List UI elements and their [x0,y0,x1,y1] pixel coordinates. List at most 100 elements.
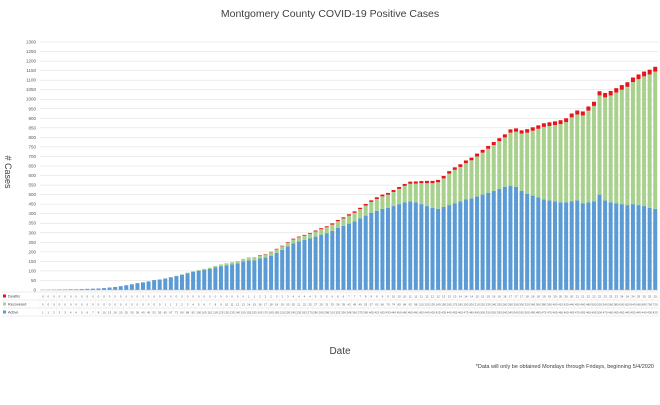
data-label: 440 [391,311,396,315]
bar-recovered [547,126,551,200]
bar-active [130,284,134,290]
bar-recovered [375,199,379,211]
bar-recovered [620,90,624,204]
data-label: 20 [286,303,290,307]
data-label: 22 [598,295,602,299]
data-label: 19 [553,295,557,299]
bar-active [341,226,345,290]
bar-recovered [564,122,568,202]
footnote: *Data will only be obtained Mondays thro… [476,364,654,370]
y-tick-label: 250 [28,240,36,245]
data-label: 700 [647,303,652,307]
bar-active [542,199,546,290]
bar-recovered [308,234,312,239]
data-label: 42 [347,303,351,307]
bar-deaths [425,181,429,183]
bar-deaths [620,85,624,90]
bar-active [453,203,457,290]
data-label: 18 [275,303,279,307]
data-label: 455 [452,311,457,315]
data-label: 450 [575,303,580,307]
y-tick-label: 400 [28,211,36,216]
data-label: 20 [119,311,123,315]
y-axis-label: # Cases [3,155,13,189]
bar-active [113,287,117,290]
bar-recovered [319,229,323,235]
bar-recovered [358,209,362,218]
x-axis-label: Date [329,346,351,357]
bar-recovered [330,225,334,231]
legend-key-active [3,311,6,314]
bar-recovered [609,95,613,202]
bar-deaths [464,160,468,163]
y-tick-label: 750 [28,144,36,149]
bar-deaths [297,237,301,238]
bar-active [408,201,412,290]
data-label: 12 [425,295,429,299]
data-label: 210 [280,311,285,315]
bar-recovered [603,97,607,200]
bar-deaths [375,197,379,199]
bar-active [625,205,629,290]
bar-recovered [252,258,256,261]
bar-deaths [330,223,334,224]
data-label: 125 [219,311,224,315]
data-label: 17 [520,295,524,299]
data-label: 19 [281,303,285,307]
bar-active [380,209,384,290]
bar-recovered [236,261,240,263]
data-label: 86 [403,303,407,307]
data-label: 450 [397,311,402,315]
bar-active [458,201,462,290]
bar-active [325,233,329,290]
data-label: 155 [246,311,251,315]
data-label: 560 [608,303,613,307]
data-label: 33 [331,303,335,307]
y-tick-label: 650 [28,164,36,169]
bar-recovered [436,182,440,209]
data-label: 105 [202,311,207,315]
bar-active [252,260,256,290]
bar-deaths [325,226,329,227]
data-label: 18 [269,303,273,307]
bar-recovered [392,192,396,206]
y-tick-label: 950 [28,106,36,111]
data-label: 720 [653,303,658,307]
bar-active [375,211,379,290]
data-label: 130 [430,303,435,307]
bar-recovered [219,264,223,266]
bar-active [169,277,173,290]
bar-deaths [397,187,401,189]
data-label: 25 [125,311,129,315]
bar-deaths [592,102,596,106]
data-label: 270 [308,311,313,315]
data-label: 13 [242,303,246,307]
bar-active [147,281,151,290]
data-label: 22 [592,295,596,299]
bar-deaths [631,77,635,82]
legend-key-deaths [3,295,6,298]
bar-recovered [570,117,574,201]
bar-active [336,228,340,290]
data-label: 460 [564,311,569,315]
data-label: 40 [141,311,145,315]
y-tick-label: 100 [28,268,36,273]
bar-active [108,288,112,290]
data-label: 23 [609,295,613,299]
bar-deaths [369,200,373,202]
y-tick-label: 300 [28,230,36,235]
bar-active [419,204,423,290]
bar-active [330,231,334,290]
bar-recovered [503,137,507,187]
bar-recovered [481,153,485,195]
data-label: 16 [498,295,502,299]
data-label: 74 [392,303,396,307]
y-tick-label: 1150 [26,68,36,73]
data-label: 445 [447,311,452,315]
data-label: 21 [576,295,580,299]
data-label: 130 [224,311,229,315]
data-label: 455 [580,311,585,315]
data-label: 300 [519,303,524,307]
bar-deaths [531,127,535,130]
data-label: 460 [558,311,563,315]
